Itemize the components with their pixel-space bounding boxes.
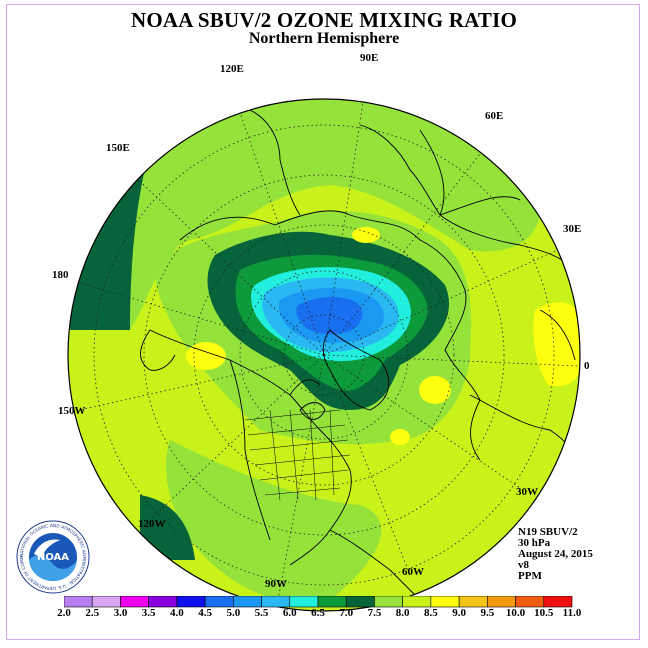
colorbar-swatch <box>345 596 375 608</box>
lon-label-0: 0 <box>584 360 590 372</box>
colorbar-tick-label: 3.5 <box>141 607 156 619</box>
colorbar-swatch <box>64 596 93 608</box>
lon-label-90w: 90W <box>265 578 287 590</box>
colorbar-tick-label: 8.0 <box>395 607 410 619</box>
lon-label-30e: 30E <box>563 223 582 235</box>
lon-label-150w: 150W <box>58 405 86 417</box>
colorbar <box>64 596 573 608</box>
colorbar-swatch <box>515 596 545 608</box>
colorbar-tick-label: 8.5 <box>424 607 438 619</box>
pressure-level-label: 30 hPa <box>518 537 551 549</box>
version-label: v8 <box>518 559 529 571</box>
hemisphere-boundary <box>67 98 581 612</box>
colorbar-tick-label: 2.5 <box>85 607 100 619</box>
colorbar-tick-label: 7.5 <box>367 607 382 619</box>
map-subtitle: Northern Hemisphere <box>248 30 400 47</box>
lon-label-60e: 60E <box>485 110 504 122</box>
colorbar-swatch <box>120 596 149 608</box>
colorbar-tick-label: 5.5 <box>254 607 269 619</box>
colorbar-swatch <box>543 596 573 608</box>
colorbar-swatch <box>374 596 403 608</box>
colorbar-swatch <box>176 596 206 608</box>
colorbar-swatch <box>204 596 234 608</box>
us-grid <box>244 409 351 501</box>
units-label: PPM <box>518 570 542 582</box>
info-block: N19 SBUV/2 30 hPa August 24, 2015 v8 PPM <box>518 527 593 582</box>
colorbar-tick-label: 6.0 <box>282 607 297 619</box>
colorbar-tick-label: 11.0 <box>562 607 582 619</box>
colorbar-tick-label: 7.0 <box>339 607 354 619</box>
colorbar-tick-label: 9.5 <box>480 607 495 619</box>
logo-text: NOAA <box>37 552 69 563</box>
lon-label-90e: 90E <box>360 52 379 64</box>
lon-label-150e: 150E <box>106 142 130 154</box>
colorbar-tick-label: 5.0 <box>226 607 241 619</box>
colorbar-swatch <box>402 596 432 608</box>
colorbar-tick-label: 4.5 <box>198 607 212 619</box>
colorbar-tick-label: 6.5 <box>311 607 325 619</box>
colorbar-tick-label: 4.0 <box>170 607 184 619</box>
plot-frame <box>6 4 640 640</box>
lon-label-60w: 60W <box>402 566 424 578</box>
colorbar-tick-label: 10.0 <box>505 607 526 619</box>
satellite-label: N19 SBUV/2 <box>518 526 578 538</box>
colorbar-tick-label: 3.0 <box>113 607 128 619</box>
colorbar-swatch <box>317 596 347 608</box>
colorbar-swatch <box>261 596 291 608</box>
date-label: August 24, 2015 <box>518 548 593 560</box>
lon-label-180: 180 <box>52 269 69 281</box>
colorbar-swatch <box>289 596 319 608</box>
colorbar-swatch <box>148 596 178 608</box>
colorbar-swatch <box>458 596 488 608</box>
colorbar-swatch <box>91 596 121 608</box>
colorbar-tick-label: 9.0 <box>452 607 466 619</box>
colorbar-tick-label: 10.5 <box>534 607 554 619</box>
lon-label-30w: 30W <box>516 486 538 498</box>
noaa-logo: NATIONAL OCEANIC AND ATMOSPHERIC ADMINIS… <box>16 520 90 594</box>
colorbar-swatch <box>430 596 460 608</box>
lon-label-120w: 120W <box>138 518 166 530</box>
coastlines <box>140 109 580 601</box>
colorbar-swatch <box>487 596 516 608</box>
lon-label-120e: 120E <box>220 63 244 75</box>
colorbar-tick-label: 2.0 <box>57 607 71 619</box>
map-title: NOAA SBUV/2 OZONE MIXING RATIO <box>131 8 517 32</box>
colorbar-swatch <box>233 596 262 608</box>
